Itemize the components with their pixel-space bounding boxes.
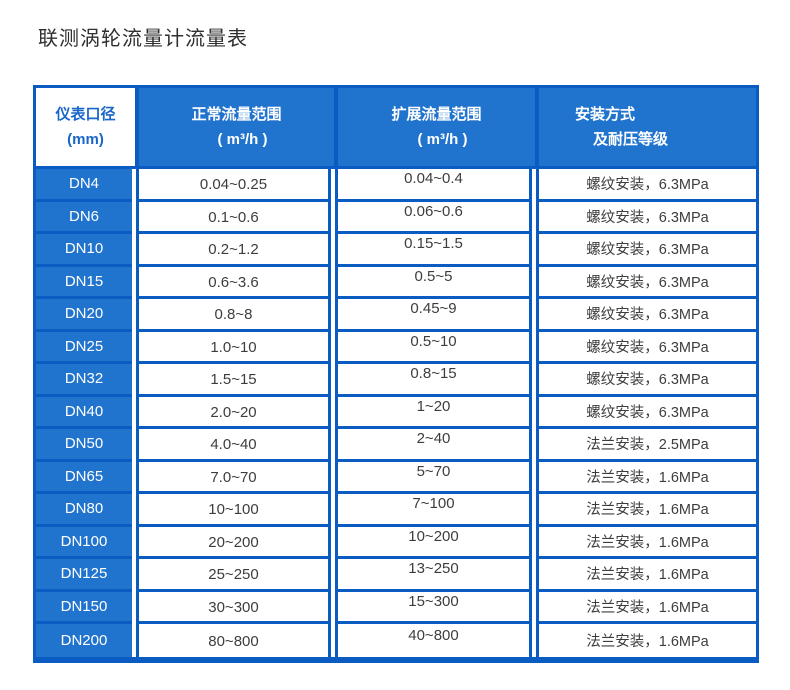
extended-range-cell: 0.8~15 — [338, 364, 529, 397]
column-extended-range: 0.04~0.4 0.06~0.6 0.15~1.5 0.5~5 0.45~9 … — [335, 169, 532, 657]
normal-range-cell: 1.5~15 — [139, 364, 328, 397]
header-extended-line2: ( m³/h ) — [417, 131, 468, 148]
dn-cell: DN15 — [36, 266, 132, 299]
installation-cell: 螺纹安装，6.3MPa — [539, 364, 756, 397]
dn-cell: DN100 — [36, 526, 132, 559]
installation-cell: 法兰安装，1.6MPa — [539, 624, 756, 657]
extended-range-cell: 0.5~10 — [338, 331, 529, 364]
table-bottom-border — [33, 656, 759, 663]
normal-range-cell: 0.1~0.6 — [139, 201, 328, 234]
normal-range-cell: 30~300 — [139, 591, 328, 624]
header-cell-extended-range: 扩展流量范围 ( m³/h ) — [338, 88, 535, 166]
installation-cell: 法兰安装，1.6MPa — [539, 461, 756, 494]
table-header-row: 仪表口径 (mm) 正常流量范围 ( m³/h ) 扩展流量范围 ( m³/h … — [33, 85, 759, 169]
header-installation-line1: 安装方式 — [575, 105, 636, 123]
extended-range-cell: 13~250 — [338, 559, 529, 592]
normal-range-cell: 80~800 — [139, 624, 328, 657]
header-cell-normal-range: 正常流量范围 ( m³/h ) — [139, 88, 334, 166]
extended-range-cell: 10~200 — [338, 526, 529, 559]
normal-range-cell: 0.04~0.25 — [139, 169, 328, 202]
installation-cell: 法兰安装，1.6MPa — [539, 591, 756, 624]
normal-range-cell: 10~100 — [139, 494, 328, 527]
installation-cell: 螺纹安装，6.3MPa — [539, 234, 756, 267]
dn-cell: DN4 — [36, 169, 132, 202]
header-diameter-line2: (mm) — [67, 131, 104, 148]
normal-range-cell: 7.0~70 — [139, 461, 328, 494]
extended-range-cell: 1~20 — [338, 396, 529, 429]
dn-cell: DN20 — [36, 299, 132, 332]
normal-range-cell: 0.6~3.6 — [139, 266, 328, 299]
dn-cell: DN50 — [36, 429, 132, 462]
table-body: DN4 DN6 DN10 DN15 DN20 DN25 DN32 DN40 DN… — [33, 169, 759, 657]
normal-range-cell: 2.0~20 — [139, 396, 328, 429]
dn-cell: DN150 — [36, 591, 132, 624]
dn-cell: DN10 — [36, 234, 132, 267]
normal-range-cell: 1.0~10 — [139, 331, 328, 364]
header-installation-line2: 及耐压等级 — [593, 131, 669, 148]
column-diameter: DN4 DN6 DN10 DN15 DN20 DN25 DN32 DN40 DN… — [33, 169, 132, 657]
installation-cell: 螺纹安装，6.3MPa — [539, 169, 756, 202]
normal-range-cell: 4.0~40 — [139, 429, 328, 462]
dn-cell: DN65 — [36, 461, 132, 494]
extended-range-cell: 0.45~9 — [338, 299, 529, 332]
installation-cell: 螺纹安装，6.3MPa — [539, 396, 756, 429]
dn-cell: DN80 — [36, 494, 132, 527]
extended-range-cell: 0.06~0.6 — [338, 201, 529, 234]
normal-range-cell: 25~250 — [139, 559, 328, 592]
extended-range-cell: 0.04~0.4 — [338, 169, 529, 202]
installation-cell: 螺纹安装，6.3MPa — [539, 299, 756, 332]
dn-cell: DN25 — [36, 331, 132, 364]
installation-cell: 螺纹安装，6.3MPa — [539, 331, 756, 364]
header-cell-diameter: 仪表口径 (mm) — [36, 88, 135, 166]
dn-cell: DN200 — [36, 624, 132, 657]
column-normal-range: 0.04~0.25 0.1~0.6 0.2~1.2 0.6~3.6 0.8~8 … — [136, 169, 331, 657]
installation-cell: 法兰安装，2.5MPa — [539, 429, 756, 462]
dn-cell: DN125 — [36, 559, 132, 592]
flow-rate-table: 仪表口径 (mm) 正常流量范围 ( m³/h ) 扩展流量范围 ( m³/h … — [33, 85, 759, 663]
normal-range-cell: 0.2~1.2 — [139, 234, 328, 267]
header-cell-installation: 安装方式 及耐压等级 — [539, 88, 756, 166]
header-diameter-line1: 仪表口径 — [55, 105, 116, 123]
normal-range-cell: 20~200 — [139, 526, 328, 559]
installation-cell: 螺纹安装，6.3MPa — [539, 201, 756, 234]
header-normal-line2: ( m³/h ) — [217, 131, 268, 148]
normal-range-cell: 0.8~8 — [139, 299, 328, 332]
extended-range-cell: 0.5~5 — [338, 266, 529, 299]
extended-range-cell: 7~100 — [338, 494, 529, 527]
installation-cell: 法兰安装，1.6MPa — [539, 526, 756, 559]
column-installation: 螺纹安装，6.3MPa 螺纹安装，6.3MPa 螺纹安装，6.3MPa 螺纹安装… — [536, 169, 759, 657]
installation-cell: 螺纹安装，6.3MPa — [539, 266, 756, 299]
page-title: 联测涡轮流量计流量表 — [38, 28, 248, 50]
extended-range-cell: 0.15~1.5 — [338, 234, 529, 267]
installation-cell: 法兰安装，1.6MPa — [539, 559, 756, 592]
header-normal-line1: 正常流量范围 — [191, 105, 282, 123]
dn-cell: DN6 — [36, 201, 132, 234]
extended-range-cell: 40~800 — [338, 624, 529, 657]
extended-range-cell: 15~300 — [338, 591, 529, 624]
dn-cell: DN32 — [36, 364, 132, 397]
extended-range-cell: 2~40 — [338, 429, 529, 462]
installation-cell: 法兰安装，1.6MPa — [539, 494, 756, 527]
header-extended-line1: 扩展流量范围 — [391, 105, 482, 123]
dn-cell: DN40 — [36, 396, 132, 429]
extended-range-cell: 5~70 — [338, 461, 529, 494]
